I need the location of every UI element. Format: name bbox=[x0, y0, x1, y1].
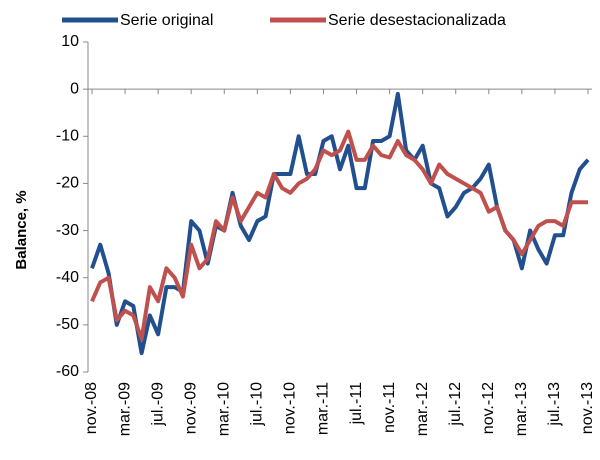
x-tick-label: nov.-11 bbox=[381, 382, 398, 433]
y-tick-label: -60 bbox=[56, 363, 79, 380]
x-tick-label: nov.-08 bbox=[83, 382, 100, 434]
x-tick-label: nov.-12 bbox=[480, 382, 497, 434]
x-tick-label: nov.-10 bbox=[282, 382, 299, 434]
x-tick-label: nov.-13 bbox=[579, 382, 596, 434]
legend-label: Serie original bbox=[120, 12, 213, 29]
x-tick-label: mar.-12 bbox=[414, 382, 431, 436]
x-tick-label: mar.-13 bbox=[513, 382, 530, 436]
x-tick-label: jul.-09 bbox=[149, 382, 166, 427]
legend-label: Serie desestacionalizada bbox=[328, 12, 506, 29]
x-tick-label: mar.-11 bbox=[315, 382, 332, 435]
x-tick-label: jul.-12 bbox=[447, 382, 464, 427]
x-tick-label: mar.-10 bbox=[215, 382, 232, 436]
y-tick-label: -20 bbox=[56, 175, 79, 192]
y-tick-label: 0 bbox=[70, 80, 79, 97]
y-tick-label: -30 bbox=[56, 222, 79, 239]
y-tick-label: 10 bbox=[61, 33, 79, 50]
x-tick-label: jul.-10 bbox=[249, 382, 266, 427]
x-tick-label: jul.-11 bbox=[348, 382, 365, 425]
x-tick-label: jul.-13 bbox=[546, 382, 563, 427]
y-axis-label: Balance, % bbox=[13, 190, 30, 269]
x-tick-label: nov.-09 bbox=[182, 382, 199, 434]
x-tick-label: mar.-09 bbox=[116, 382, 133, 436]
y-tick-label: -40 bbox=[56, 269, 79, 286]
series-line bbox=[90, 129, 588, 341]
y-tick-label: -10 bbox=[56, 128, 79, 145]
series-line bbox=[90, 91, 590, 356]
y-tick-label: -50 bbox=[56, 316, 79, 333]
